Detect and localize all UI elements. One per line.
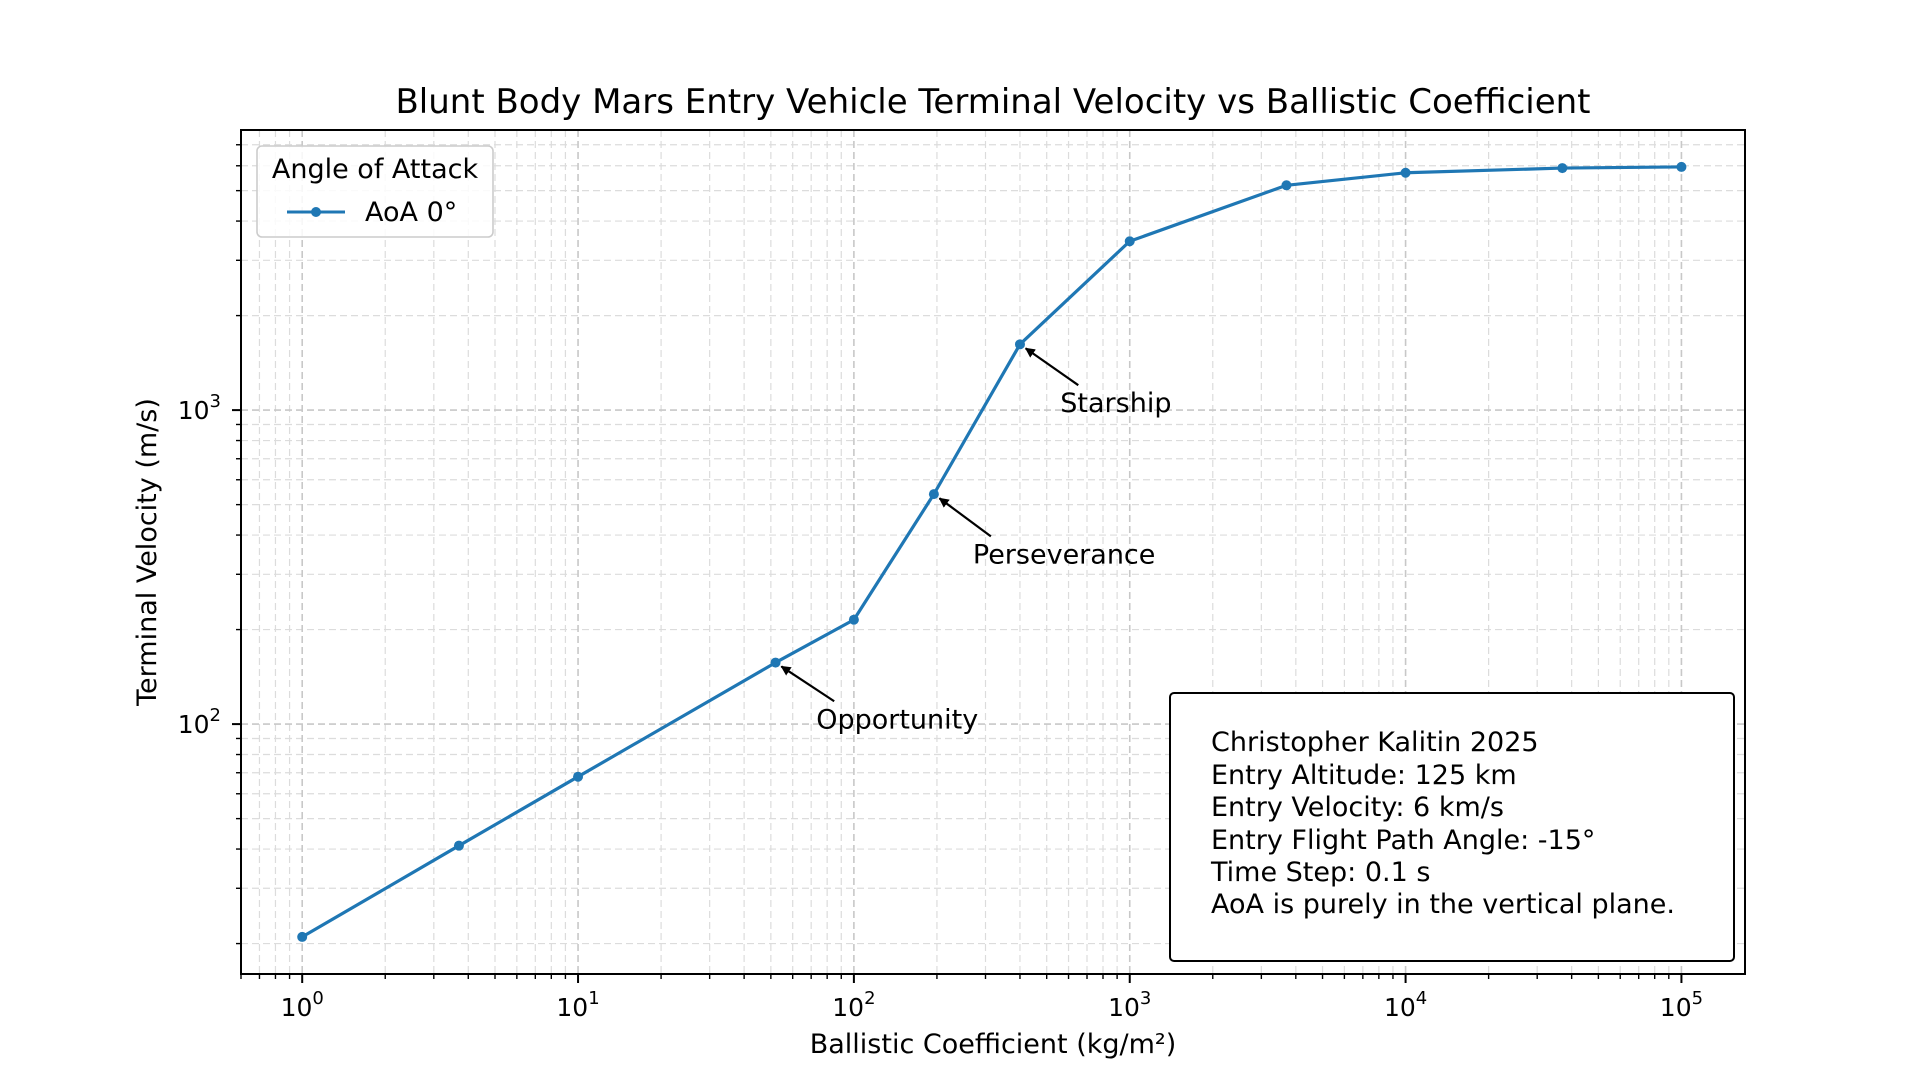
y-axis-label: Terminal Velocity (m/s)	[132, 398, 163, 707]
x-axis-label: Ballistic Coefficient (kg/m²)	[810, 1029, 1177, 1060]
x-tick-label: 105	[1660, 988, 1703, 1022]
data-point	[1400, 167, 1411, 178]
legend-marker	[311, 207, 321, 217]
data-point	[1014, 339, 1025, 350]
info-line-time-step: Time Step: 0.1 s	[1210, 857, 1430, 888]
info-line-author: Christopher Kalitin 2025	[1211, 727, 1539, 758]
info-line-flight-path-angle: Entry Flight Path Angle: -15°	[1211, 825, 1595, 856]
data-point	[573, 771, 584, 782]
legend-label: AoA 0°	[365, 197, 457, 228]
y-tick-label: 103	[178, 391, 221, 425]
y-tick-label: 102	[178, 705, 221, 739]
x-tick-label: 102	[832, 988, 875, 1022]
x-tick-label: 104	[1384, 988, 1427, 1022]
annotation-arrow	[1024, 347, 1079, 387]
x-tick-label: 100	[281, 988, 324, 1022]
info-line-aoa-note: AoA is purely in the vertical plane.	[1211, 889, 1675, 920]
info-box-frame	[1169, 692, 1735, 962]
x-tick-label: 101	[556, 988, 599, 1022]
data-point	[1124, 236, 1135, 247]
annotation-label: Perseverance	[973, 539, 1156, 570]
data-point	[1676, 161, 1687, 172]
annotations-layer: Opportunity Perseverance Starship	[780, 347, 1171, 735]
data-point	[848, 614, 859, 625]
major-grid	[241, 130, 1745, 974]
chart-title: Blunt Body Mars Entry Vehicle Terminal V…	[395, 82, 1590, 122]
axis-ticks: 100 101 102 103 104 105 102 103	[178, 144, 1703, 1022]
info-line-altitude: Entry Altitude: 125 km	[1211, 760, 1517, 791]
x-tick-label: 103	[1108, 988, 1151, 1022]
info-line-velocity: Entry Velocity: 6 km/s	[1211, 792, 1504, 823]
data-point	[453, 840, 464, 851]
data-point	[770, 657, 781, 668]
legend-title: Angle of Attack	[272, 154, 479, 185]
annotation-label: Opportunity	[816, 704, 978, 735]
series-layer	[297, 161, 1687, 942]
data-point	[297, 931, 308, 942]
annotation-label: Starship	[1060, 388, 1171, 419]
annotation-arrow	[780, 665, 835, 703]
data-point	[1281, 180, 1292, 191]
minor-grid	[241, 130, 1745, 974]
info-box: Christopher Kalitin 2025 Entry Altitude:…	[1169, 692, 1735, 962]
plot-frame	[240, 129, 1746, 975]
data-point	[1557, 163, 1568, 174]
data-point	[928, 489, 939, 500]
series-line	[301, 165, 1682, 939]
annotation-arrow	[938, 497, 992, 538]
legend: Angle of Attack AoA 0°	[256, 145, 494, 238]
